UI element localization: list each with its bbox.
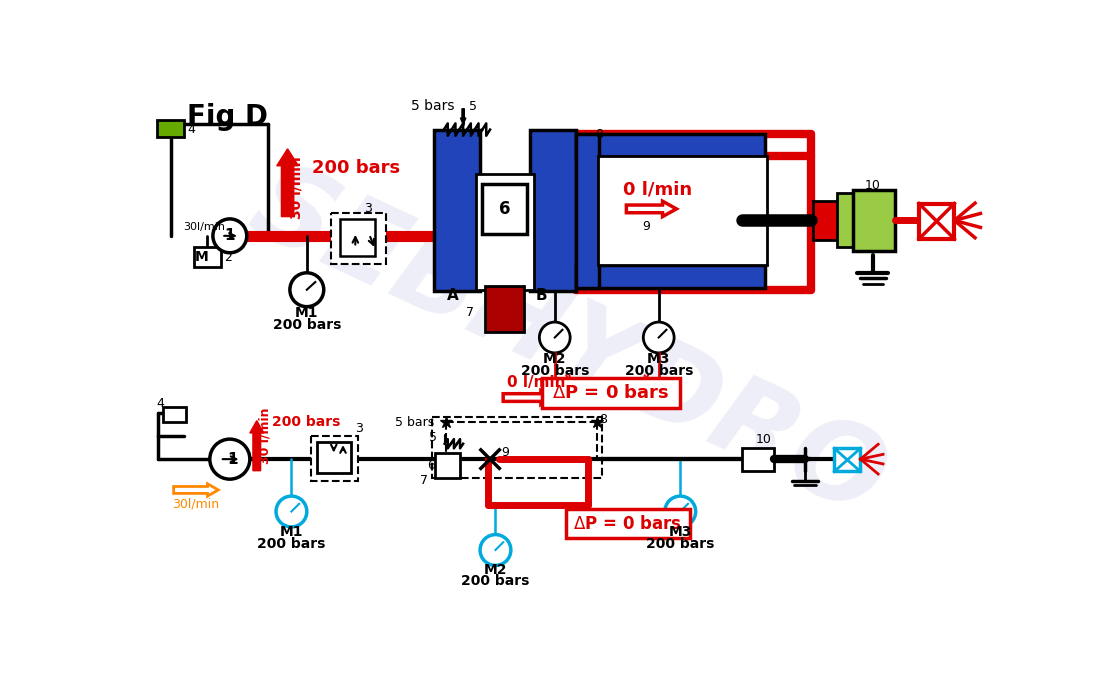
Bar	[434, 130, 480, 291]
Bar	[530, 130, 576, 291]
Text: 3: 3	[365, 203, 372, 216]
Text: 4: 4	[156, 397, 165, 410]
Text: 30 l/min: 30 l/min	[289, 157, 304, 220]
Text: 10: 10	[756, 432, 771, 445]
Text: 9: 9	[501, 447, 509, 460]
Bar	[194, 248, 222, 267]
Text: 200 bars: 200 bars	[521, 364, 589, 378]
Text: M1: M1	[279, 525, 304, 539]
Text: 30l/min: 30l/min	[172, 497, 218, 510]
Text: 8: 8	[596, 128, 604, 140]
FancyArrow shape	[626, 201, 676, 217]
Bar	[853, 190, 895, 251]
Text: 10: 10	[865, 179, 881, 192]
Text: M2: M2	[543, 352, 566, 366]
Text: M: M	[195, 250, 208, 265]
Text: 4: 4	[187, 123, 195, 136]
FancyArrow shape	[277, 149, 298, 217]
Text: 2: 2	[224, 251, 232, 264]
Text: 6: 6	[499, 200, 511, 218]
Text: Fig D: Fig D	[187, 104, 268, 132]
Text: 5 bars: 5 bars	[411, 100, 454, 113]
Text: 5: 5	[469, 100, 476, 113]
Text: 1: 1	[227, 451, 238, 466]
Bar	[476, 174, 534, 290]
Text: $\Delta$P = 0 bars: $\Delta$P = 0 bars	[552, 384, 669, 402]
Text: SEBHYDRO: SEBHYDRO	[234, 151, 902, 538]
Bar	[310, 436, 358, 481]
Bar	[156, 120, 184, 137]
Text: 5 bars: 5 bars	[396, 416, 434, 429]
Bar	[834, 448, 861, 471]
Circle shape	[540, 322, 571, 353]
Circle shape	[213, 219, 247, 253]
Text: M3: M3	[668, 525, 692, 539]
FancyArrow shape	[249, 421, 264, 471]
Bar	[330, 213, 386, 263]
Text: 200 bars: 200 bars	[273, 415, 340, 429]
Text: 0 l/min: 0 l/min	[623, 181, 691, 198]
Bar	[598, 155, 767, 265]
Text: 6: 6	[428, 459, 435, 472]
Text: M3: M3	[647, 352, 670, 366]
Bar	[742, 448, 774, 471]
Text: 1: 1	[225, 228, 235, 243]
Bar	[576, 265, 765, 288]
Bar	[566, 509, 689, 539]
Text: 7: 7	[465, 306, 474, 319]
Text: 200 bars: 200 bars	[461, 574, 530, 588]
Bar	[542, 379, 680, 408]
Circle shape	[276, 496, 307, 527]
Text: $\Delta$P = 0 bars: $\Delta$P = 0 bars	[574, 515, 683, 533]
Bar	[317, 442, 351, 473]
Text: A: A	[447, 288, 459, 303]
Text: 200 bars: 200 bars	[312, 159, 400, 177]
Text: M2: M2	[484, 563, 507, 577]
Circle shape	[644, 322, 674, 353]
Bar	[163, 406, 186, 422]
Text: 200 bars: 200 bars	[625, 364, 692, 378]
Text: M1: M1	[295, 306, 319, 320]
Circle shape	[290, 273, 324, 307]
Bar	[576, 134, 765, 158]
Text: 8: 8	[599, 413, 607, 426]
Bar	[340, 219, 376, 256]
FancyArrow shape	[503, 391, 553, 404]
Text: B: B	[536, 288, 547, 303]
Text: 30l/min: 30l/min	[184, 222, 226, 232]
Text: 200 bars: 200 bars	[257, 537, 326, 551]
Text: 200 bars: 200 bars	[646, 537, 715, 551]
Bar	[432, 417, 602, 478]
Text: 3: 3	[356, 422, 363, 435]
Bar	[435, 453, 460, 477]
Text: 7: 7	[420, 474, 428, 487]
FancyArrow shape	[461, 109, 465, 124]
Circle shape	[665, 496, 696, 527]
Circle shape	[480, 535, 511, 565]
Bar	[482, 184, 527, 235]
Bar	[485, 286, 524, 332]
Bar	[576, 134, 599, 288]
Circle shape	[209, 439, 249, 479]
Text: 30 l/min: 30 l/min	[258, 408, 271, 464]
Text: 5: 5	[429, 431, 437, 444]
Text: 200 bars: 200 bars	[273, 318, 341, 332]
Bar	[919, 203, 954, 239]
Text: 9: 9	[642, 220, 649, 233]
Text: 0 l/min: 0 l/min	[507, 374, 565, 389]
FancyArrow shape	[174, 484, 218, 496]
Bar	[838, 194, 880, 248]
Bar	[812, 201, 840, 239]
